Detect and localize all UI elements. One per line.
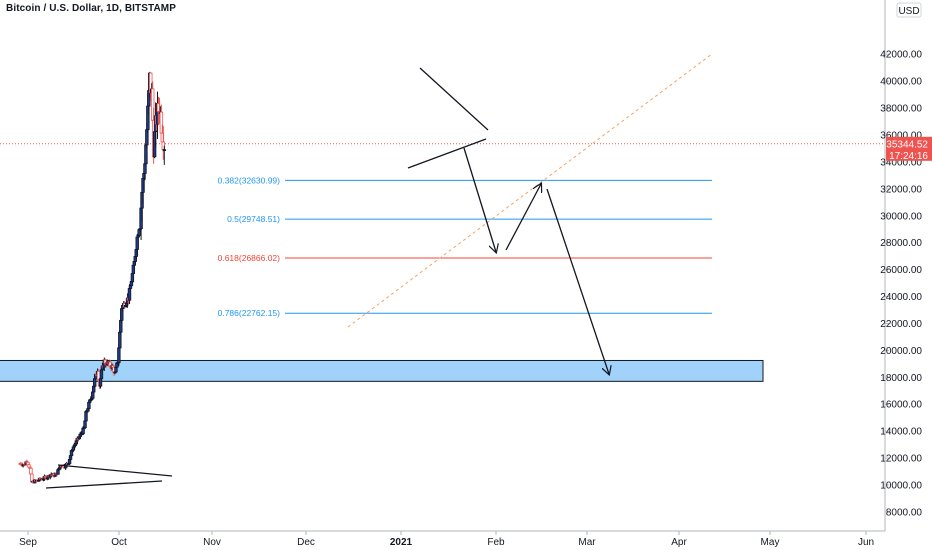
y-tick-label: 22000.00	[880, 319, 922, 330]
last-price-tag	[886, 136, 932, 161]
y-tick-label: 24000.00	[880, 292, 922, 303]
y-tick-label: 42000.00	[880, 50, 922, 61]
x-tick-label: May	[761, 537, 780, 548]
currency-label: USD	[898, 6, 919, 17]
y-tick-label: 36000.00	[880, 130, 922, 141]
x-tick-label: Feb	[487, 537, 505, 548]
candle-body	[118, 331, 122, 349]
candles-layer	[18, 71, 166, 484]
drawings-layer	[45, 67, 609, 489]
y-tick-label: 32000.00	[880, 184, 922, 195]
fib-label: 0.786(22762.15)	[218, 308, 281, 318]
arrow-up	[505, 184, 541, 251]
fibonacci-layer: 0.382(32630.99) 0.5(29748.51) 0.618(26866.…	[218, 175, 712, 318]
y-tick-label: 20000.00	[880, 346, 922, 357]
pennant-upper-line	[419, 67, 489, 131]
candle-body	[29, 467, 33, 475]
arrow-down-2	[546, 188, 609, 374]
candle-body	[128, 285, 133, 289]
support-zone-layer	[0, 359, 764, 382]
candle-body	[127, 288, 132, 301]
y-tick-label: 28000.00	[880, 238, 922, 249]
y-tick-label: 14000.00	[880, 427, 922, 438]
y-tick-label: 38000.00	[880, 104, 922, 115]
y-tick-label: 26000.00	[880, 265, 922, 276]
x-tick-label: Oct	[111, 537, 127, 548]
x-tick-label: Apr	[671, 537, 687, 548]
triangle-lower-line	[45, 480, 163, 489]
trend-line	[347, 53, 713, 328]
candle-body	[162, 149, 166, 152]
x-tick-label: 2021	[390, 537, 413, 548]
y-tick-label: 16000.00	[880, 400, 922, 411]
y-tick-label: 8000.00	[886, 507, 923, 518]
x-tick-label: Nov	[203, 537, 221, 548]
arrow-down-1	[463, 147, 496, 252]
currency-badge	[896, 2, 922, 18]
pennant-lower-line	[407, 138, 487, 169]
candle-body	[56, 469, 60, 475]
fib-label: 0.382(32630.99)	[218, 175, 281, 185]
candle-body	[130, 273, 135, 283]
candle-body	[83, 420, 87, 429]
candle-body	[91, 391, 95, 399]
x-tick-label: Mar	[578, 537, 596, 548]
y-tick-label: 40000.00	[880, 77, 922, 88]
fib-label: 0.618(26866.02)	[218, 253, 281, 263]
candle-body	[135, 236, 139, 250]
x-tick-label: Sep	[19, 537, 37, 548]
chart-title: Bitcoin / U.S. Dollar, 1D, BITSTAMP	[6, 3, 176, 14]
x-tick-label: Jun	[858, 537, 874, 548]
countdown-value: 17:24:16	[889, 151, 928, 162]
last-price-value: 35344.52	[886, 139, 928, 150]
candle-body	[117, 347, 121, 364]
x-tick-label: Dec	[297, 537, 315, 548]
y-tick-label: 10000.00	[880, 481, 922, 492]
triangle-upper-line	[57, 464, 173, 477]
time-axis-bg	[0, 531, 885, 550]
fib-label: 0.5(29748.51)	[227, 214, 280, 224]
y-tick-label: 34000.00	[880, 157, 922, 168]
support-zone	[0, 359, 764, 382]
price-axis-bg	[885, 0, 932, 550]
y-tick-label: 12000.00	[880, 454, 922, 465]
y-tick-label: 30000.00	[880, 211, 922, 222]
y-tick-label: 18000.00	[880, 373, 922, 384]
candle-body	[131, 264, 136, 274]
